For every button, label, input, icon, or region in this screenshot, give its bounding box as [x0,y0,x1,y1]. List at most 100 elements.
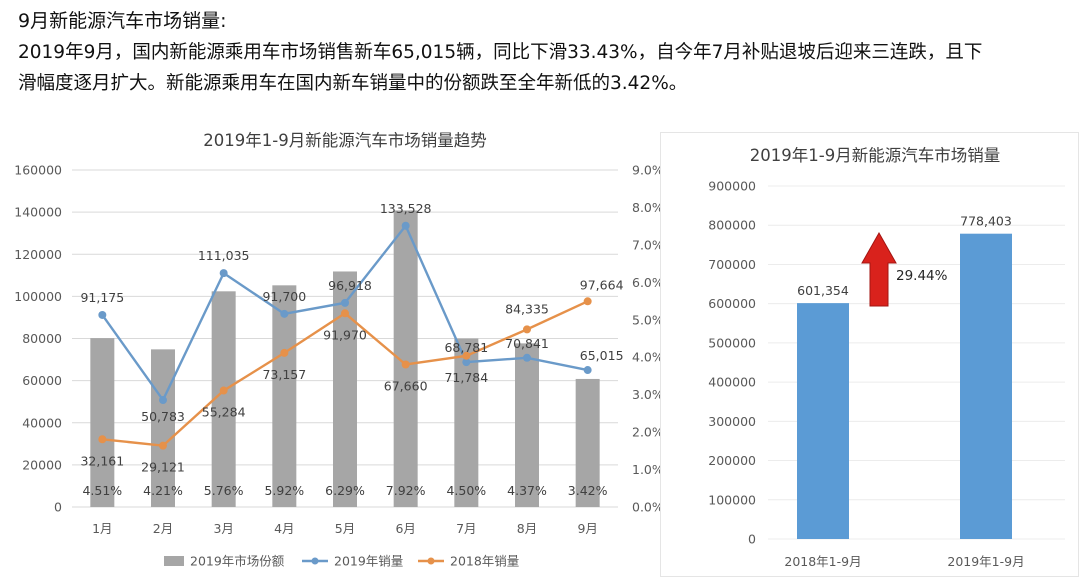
share-bar [454,338,479,507]
sales-2019-point [159,396,167,405]
sales-2019-data-label: 68,781 [444,340,488,355]
x-tick-label: 2月 [153,521,173,536]
y-left-tick-label: 100000 [14,289,62,304]
share-bar-data-label: 4.50% [446,483,486,498]
y-right-tick-label: 1.0% [632,462,660,477]
y-tick-label: 100000 [708,492,756,507]
chart-title: 2019年1-9月新能源汽车市场销量趋势 [203,131,486,150]
sales-2018-data-label: 29,121 [141,460,185,475]
sales-2019-point [341,298,349,307]
y-tick-label: 600000 [708,296,756,311]
growth-arrow-icon [861,231,897,307]
share-bar [151,349,175,507]
growth-annotation: 29.44% [896,268,948,284]
share-bar-data-label: 5.92% [264,483,304,498]
trend-chart: 2019年1-9月新能源汽车市场销量趋势 0 20000 40000 60000 8000… [14,131,660,569]
total-bar-data-label: 601,354 [797,283,849,298]
share-bar [90,338,115,507]
x-tick-label: 5月 [335,521,355,536]
legend-label-2018: 2018年销量 [450,554,519,569]
y-right-tick-label: 9.0% [632,163,660,178]
total-bar-data-label: 778,403 [960,214,1012,229]
sales-2019-point [280,309,289,318]
sales-2019-data-label: 111,035 [198,248,250,263]
x-tick-label: 2018年1-9月 [784,554,861,569]
x-tick-label: 4月 [274,521,294,536]
sales-2019-data-label: 65,015 [580,348,624,363]
share-bar-data-label: 4.21% [143,483,183,498]
share-bar-data-label: 3.42% [568,483,608,498]
y-right-tick-label: 7.0% [632,237,660,252]
y-right-tick-label: 0.0% [632,500,660,515]
y-right-tick-label: 2.0% [632,425,660,440]
total-sales-chart: 2019年1-9月新能源汽车市场销量 0 100000 200000 300000 400… [660,132,1079,577]
paragraph-line-2: 滑幅度逐月扩大。新能源乘用车在国内新车销量中的份额跌至全年新低的3.42%。 [18,73,688,94]
legend-label-2019: 2019年销量 [334,554,403,569]
share-bar [272,285,297,507]
x-tick-label: 6月 [395,521,415,536]
share-bar-data-label: 4.37% [507,483,547,498]
y-left-tick-label: 60000 [22,373,62,388]
share-bar-data-label: 4.51% [82,483,122,498]
sales-2018-data-label: 71,784 [444,370,488,385]
paragraph-line-1: 2019年9月，国内新能源乘用车市场销售新车65,015辆，同比下滑33.43%… [18,42,983,63]
total-bar [960,233,1012,539]
heading: 9月新能源汽车市场销量: [18,10,227,32]
sales-2019-point [219,269,228,278]
y-right-tick-label: 5.0% [632,312,660,327]
legend-swatch-share [164,556,184,566]
sales-2018-data-label: 67,660 [384,378,428,393]
sales-2018-data-label: 73,157 [262,367,306,382]
share-bar [515,343,539,507]
sales-2018-data-label: 32,161 [80,453,124,468]
sales-2018-point [583,297,592,306]
y-right-tick-label: 8.0% [632,200,660,215]
x-tick-label: 2019年1-9月 [947,554,1024,569]
text-block: 9月新能源汽车市场销量: 2019年9月，国内新能源乘用车市场销售新车65,01… [18,6,1068,99]
sales-2018-point [341,309,349,318]
sales-2019-point [98,310,107,319]
y-tick-label: 0 [748,532,756,547]
legend-marker-2018 [427,557,435,565]
sales-2018-data-label: 55,284 [202,405,246,420]
share-bar-data-label: 5.76% [204,483,244,498]
y-tick-label: 200000 [708,453,756,468]
x-tick-label: 8月 [517,521,537,536]
x-tick-label: 1月 [92,521,112,536]
sales-2018-data-label: 97,664 [580,277,624,292]
sales-2018-point [401,360,410,369]
sales-2019-point [462,358,471,367]
sales-2019-data-label: 91,700 [262,289,306,304]
sales-2018-point [462,351,471,360]
sales-2018-point [523,325,531,334]
share-bar [575,378,600,507]
y-tick-label: 300000 [708,414,756,429]
y-left-tick-label: 40000 [22,415,62,430]
share-bar-data-label: 7.92% [386,483,426,498]
sales-2019-data-label: 96,918 [328,278,372,293]
sales-2018-point [219,386,228,395]
legend-marker-2019 [311,557,319,565]
sales-2019-point [401,221,410,230]
y-left-tick-label: 140000 [14,205,62,220]
x-tick-label: 3月 [213,521,233,536]
sales-2018-point [280,348,289,357]
sales-2019-data-label: 70,841 [505,336,549,351]
total-bar [797,303,849,539]
sales-2018-data-label: 91,970 [323,327,367,342]
y-left-tick-label: 0 [54,500,62,515]
sales-2019-point [583,366,592,375]
y-left-tick-label: 80000 [22,331,62,346]
y-tick-label: 500000 [708,335,756,350]
x-tick-label: 9月 [577,521,597,536]
y-right-tick-label: 6.0% [632,275,660,290]
sales-2019-point [523,353,531,362]
sales-2019-data-label: 91,175 [80,290,124,305]
legend-label-share: 2019年市场份额 [190,554,285,569]
sales-2018-point [159,441,167,450]
y-tick-label: 400000 [708,375,756,390]
y-tick-label: 800000 [708,218,756,233]
sales-2019-data-label: 50,783 [141,409,185,424]
y-tick-label: 700000 [708,257,756,272]
x-tick-label: 7月 [456,521,476,536]
